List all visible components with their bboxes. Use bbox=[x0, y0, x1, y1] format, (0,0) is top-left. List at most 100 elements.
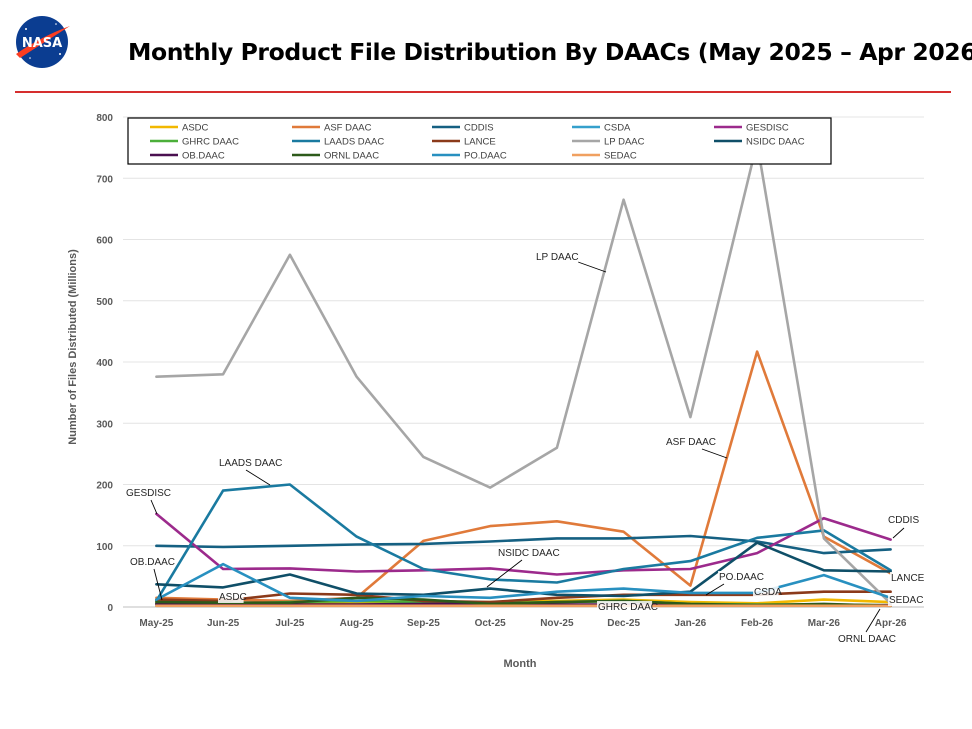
annotation-bg bbox=[753, 586, 779, 598]
legend-entry: OB.DAAC bbox=[150, 151, 225, 162]
annotation-label: LANCE bbox=[891, 573, 925, 584]
annotation-bg bbox=[497, 547, 558, 559]
annotation-leader bbox=[577, 261, 607, 273]
annotation-label: SEDAC bbox=[889, 595, 923, 606]
y-tick-label: 0 bbox=[107, 603, 113, 614]
y-tick-label: 100 bbox=[96, 542, 113, 553]
annotation-label: LP DAAC bbox=[536, 252, 579, 263]
annotation-label: GESDISC bbox=[126, 488, 171, 499]
nasa-logo: NASA bbox=[16, 16, 70, 68]
annotation-leader bbox=[705, 583, 725, 596]
legend-entry: NSIDC DAAC bbox=[714, 137, 805, 148]
annotations: LP DAAC ASF DAAC LAADS DAAC GESDISC OB.DAAC A… bbox=[125, 251, 925, 645]
legend-label: NSIDC DAAC bbox=[746, 137, 805, 148]
annotation-bg bbox=[890, 572, 922, 584]
legend-label: CSDA bbox=[604, 123, 631, 134]
annotation-bg bbox=[888, 594, 920, 606]
y-tick-label: 200 bbox=[96, 481, 113, 492]
annotation-label: ORNL DAAC bbox=[838, 634, 896, 645]
y-axis-ticks: 0 100 200 300 400 500 600 700 800 bbox=[96, 113, 113, 614]
x-axis-ticks: May-25 Jun-25 Jul-25 Aug-25 Sep-25 Oct-25 Nov-… bbox=[139, 618, 906, 629]
series-line-nsidc-daac bbox=[155, 541, 892, 598]
y-tick-label: 800 bbox=[96, 113, 113, 124]
series-line-lp-daac bbox=[155, 141, 892, 605]
annotation-label: OB.DAAC bbox=[130, 557, 175, 568]
x-tick-label: Aug-25 bbox=[340, 618, 374, 629]
legend-entry: LANCE bbox=[432, 137, 496, 148]
x-tick-label: May-25 bbox=[139, 618, 173, 629]
annotation-leader bbox=[486, 559, 523, 588]
legend-entry: GESDISC bbox=[714, 123, 789, 134]
legend-entry: ASF DAAC bbox=[292, 123, 372, 134]
y-tick-label: 700 bbox=[96, 174, 113, 185]
annotation-leader bbox=[701, 448, 728, 459]
x-tick-label: Jun-25 bbox=[207, 618, 240, 629]
x-tick-label: Oct-25 bbox=[475, 618, 507, 629]
legend-entry: ORNL DAAC bbox=[292, 151, 379, 162]
legend-label: LP DAAC bbox=[604, 137, 645, 148]
annotation-leader bbox=[150, 499, 158, 515]
x-tick-label: Dec-25 bbox=[607, 618, 640, 629]
y-tick-label: 600 bbox=[96, 236, 113, 247]
legend-label: ORNL DAAC bbox=[324, 151, 379, 162]
y-tick-label: 300 bbox=[96, 419, 113, 430]
legend-entry: SEDAC bbox=[572, 151, 637, 162]
legend-label: PO.DAAC bbox=[464, 151, 507, 162]
y-tick-label: 400 bbox=[96, 358, 113, 369]
legend-box bbox=[127, 117, 832, 165]
x-tick-label: Mar-26 bbox=[808, 618, 841, 629]
x-tick-label: Jan-26 bbox=[675, 618, 707, 629]
legend-label: CDDIS bbox=[464, 123, 494, 134]
x-tick-label: Jul-25 bbox=[275, 618, 304, 629]
title-divider bbox=[15, 91, 951, 93]
annotation-label: ASF DAAC bbox=[666, 437, 716, 448]
legend-entry: GHRC DAAC bbox=[150, 137, 239, 148]
annotation-label: PO.DAAC bbox=[719, 572, 764, 583]
series-line-laads-daac bbox=[155, 483, 892, 603]
annotation-bg bbox=[218, 457, 279, 469]
annotation-bg bbox=[837, 633, 893, 645]
annotation-label: GHRC DAAC bbox=[598, 602, 658, 613]
annotation-bg bbox=[535, 251, 579, 263]
legend: ASDC ASF DAAC CDDIS CSDA GESDISC GHRC DAAC LAA… bbox=[127, 117, 832, 165]
x-tick-label: Apr-26 bbox=[875, 618, 907, 629]
annotation-bg bbox=[218, 591, 244, 603]
x-tick-label: Sep-25 bbox=[407, 618, 440, 629]
legend-entry: ASDC bbox=[150, 123, 209, 134]
annotation-leader bbox=[892, 527, 905, 539]
legend-label: ASF DAAC bbox=[324, 123, 372, 134]
page-title: Monthly Product File Distribution By DAA… bbox=[128, 38, 972, 66]
annotation-bg bbox=[125, 487, 169, 499]
annotation-leader bbox=[153, 568, 163, 601]
legend-label: GHRC DAAC bbox=[182, 137, 239, 148]
annotation-bg bbox=[718, 571, 762, 583]
legend-label: LANCE bbox=[464, 137, 496, 148]
annotation-label: CDDIS bbox=[888, 515, 919, 526]
legend-entry: LP DAAC bbox=[572, 137, 645, 148]
y-tick-label: 500 bbox=[96, 297, 113, 308]
svg-text:NASA: NASA bbox=[22, 36, 62, 51]
annotation-label: CSDA bbox=[754, 587, 782, 598]
x-tick-label: Nov-25 bbox=[540, 618, 574, 629]
x-axis-label: Month bbox=[504, 658, 537, 670]
series-lines bbox=[155, 141, 892, 608]
annotation-bg bbox=[665, 436, 715, 448]
legend-entry: CSDA bbox=[572, 123, 631, 134]
annotation-bg bbox=[887, 514, 919, 526]
annotation-label: ASDC bbox=[219, 592, 247, 603]
legend-label: SEDAC bbox=[604, 151, 637, 162]
annotation-leader bbox=[245, 469, 271, 486]
annotation-bg bbox=[597, 601, 653, 613]
annotation-label: NSIDC DAAC bbox=[498, 548, 560, 559]
annotation-label: LAADS DAAC bbox=[219, 458, 282, 469]
series-line-asf-daac bbox=[155, 350, 892, 603]
legend-entry: PO.DAAC bbox=[432, 151, 507, 162]
legend-entry: CDDIS bbox=[432, 123, 494, 134]
annotation-bg bbox=[129, 556, 173, 568]
legend-label: OB.DAAC bbox=[182, 151, 225, 162]
x-tick-label: Feb-26 bbox=[741, 618, 774, 629]
series-line-cddis bbox=[155, 534, 892, 555]
legend-entry: LAADS DAAC bbox=[292, 137, 384, 148]
annotation-leader bbox=[865, 608, 881, 633]
